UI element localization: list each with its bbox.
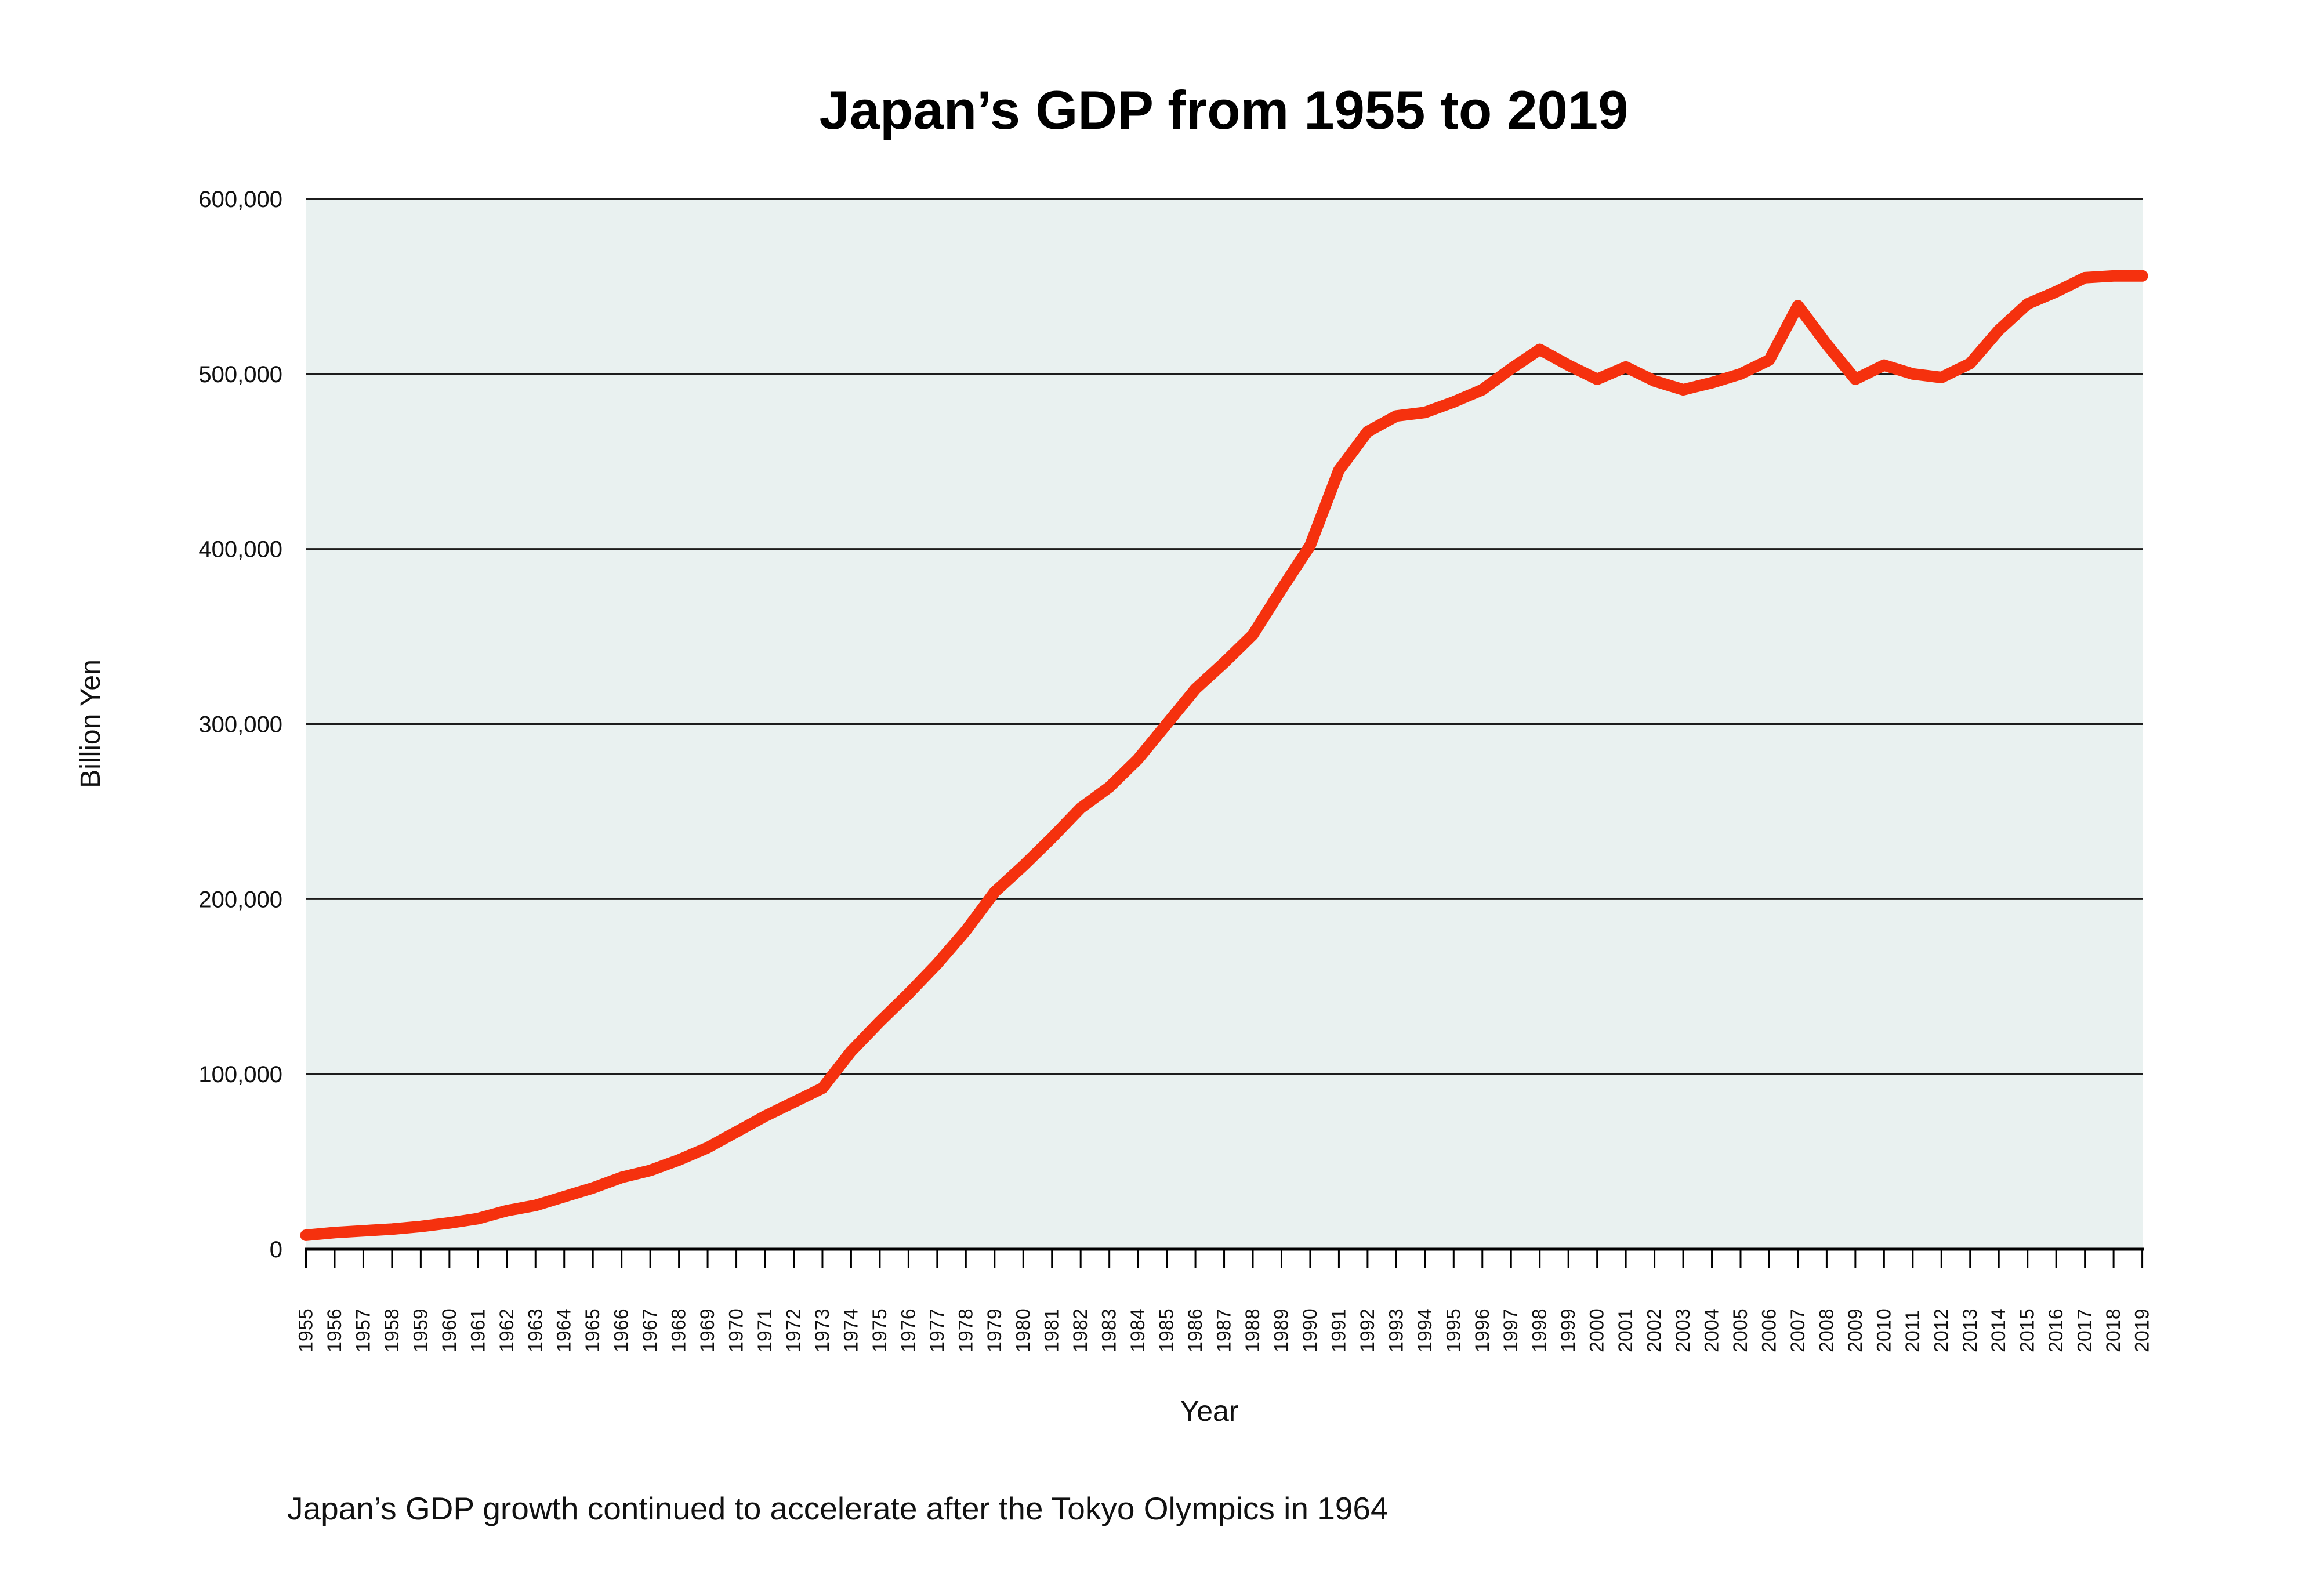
caption: Japan’s GDP growth continued to accelera… bbox=[287, 1490, 1389, 1526]
x-year-label: 1962 bbox=[496, 1308, 518, 1352]
x-year-label: 1969 bbox=[697, 1308, 719, 1352]
x-year-label: 1995 bbox=[1442, 1308, 1464, 1352]
y-axis-title: Billion Yen bbox=[75, 659, 106, 788]
x-year-label: 1968 bbox=[668, 1308, 690, 1352]
x-year-label: 1967 bbox=[639, 1308, 661, 1352]
x-year-label: 1980 bbox=[1012, 1308, 1034, 1352]
x-year-label: 1981 bbox=[1041, 1308, 1063, 1352]
x-year-label: 2001 bbox=[1615, 1308, 1637, 1352]
x-year-label: 1961 bbox=[467, 1308, 489, 1352]
x-year-label: 1978 bbox=[955, 1308, 977, 1352]
y-tick-label: 400,000 bbox=[198, 537, 282, 563]
x-year-label: 1963 bbox=[524, 1308, 546, 1352]
x-year-label: 1989 bbox=[1270, 1308, 1292, 1352]
x-year-label: 2007 bbox=[1787, 1308, 1809, 1352]
x-year-label: 1996 bbox=[1471, 1308, 1494, 1352]
gridlines bbox=[306, 198, 2143, 1075]
x-year-label: 1964 bbox=[553, 1308, 575, 1352]
x-year-label: 2009 bbox=[1844, 1308, 1866, 1352]
x-year-label: 1955 bbox=[295, 1308, 317, 1352]
x-year-label: 1970 bbox=[726, 1308, 748, 1352]
x-axis-ticks bbox=[305, 1249, 2144, 1268]
x-year-label: 2010 bbox=[1873, 1308, 1895, 1352]
x-year-label: 2017 bbox=[2074, 1308, 2096, 1352]
x-year-label: 2019 bbox=[2132, 1308, 2154, 1352]
x-year-label: 1974 bbox=[840, 1308, 862, 1352]
x-year-label: 1998 bbox=[1529, 1308, 1551, 1352]
x-year-label: 2014 bbox=[1988, 1308, 2010, 1352]
x-year-label: 1977 bbox=[926, 1308, 948, 1352]
x-year-label: 1956 bbox=[324, 1308, 346, 1352]
y-tick-label: 600,000 bbox=[198, 187, 282, 212]
x-year-label: 1976 bbox=[897, 1308, 919, 1352]
y-tick-label: 200,000 bbox=[198, 887, 282, 912]
x-year-label: 1987 bbox=[1213, 1308, 1235, 1352]
x-year-label: 1971 bbox=[754, 1308, 776, 1352]
x-year-label: 2008 bbox=[1815, 1308, 1837, 1352]
x-year-label: 2013 bbox=[1959, 1308, 1981, 1352]
y-tick-label: 100,000 bbox=[198, 1062, 282, 1087]
x-year-label: 2015 bbox=[2017, 1308, 2039, 1352]
x-axis-year-labels: 1955 1956 1957 1958 1959 1960 1961 1962 1963 1964… bbox=[295, 1308, 2154, 1352]
chart-title: Japan’s GDP from 1955 to 2019 bbox=[820, 79, 1629, 140]
x-year-label: 1957 bbox=[352, 1308, 374, 1352]
x-year-label: 1973 bbox=[811, 1308, 833, 1352]
x-year-label: 1958 bbox=[381, 1308, 403, 1352]
x-year-label: 2002 bbox=[1644, 1308, 1666, 1352]
gdp-line-series bbox=[300, 270, 2148, 1241]
x-year-label: 2000 bbox=[1586, 1308, 1608, 1352]
x-year-label: 1994 bbox=[1414, 1308, 1436, 1352]
x-year-label: 1991 bbox=[1328, 1308, 1350, 1352]
x-year-label: 2011 bbox=[1902, 1310, 1924, 1352]
x-year-label: 2005 bbox=[1730, 1308, 1752, 1352]
x-year-label: 2016 bbox=[2045, 1308, 2067, 1352]
x-year-label: 1990 bbox=[1299, 1308, 1321, 1352]
x-year-label: 1959 bbox=[409, 1308, 432, 1352]
x-year-label: 1984 bbox=[1127, 1308, 1149, 1352]
x-year-label: 2018 bbox=[2102, 1308, 2125, 1352]
x-axis-title: Year bbox=[1180, 1395, 1238, 1427]
x-year-label: 1997 bbox=[1500, 1308, 1522, 1352]
x-year-label: 1992 bbox=[1357, 1308, 1379, 1352]
x-year-label: 1988 bbox=[1242, 1308, 1264, 1352]
x-year-label: 2004 bbox=[1701, 1308, 1723, 1352]
y-tick-label: 500,000 bbox=[198, 362, 282, 387]
x-year-label: 2012 bbox=[1930, 1308, 1952, 1352]
x-year-label: 1986 bbox=[1184, 1308, 1206, 1352]
x-year-label: 2003 bbox=[1672, 1308, 1694, 1352]
x-year-label: 1983 bbox=[1099, 1308, 1121, 1352]
x-year-label: 1979 bbox=[984, 1308, 1006, 1352]
x-year-label: 1960 bbox=[438, 1308, 461, 1352]
x-year-label: 1965 bbox=[582, 1308, 604, 1352]
x-year-label: 1966 bbox=[611, 1308, 633, 1352]
x-year-label: 2006 bbox=[1758, 1308, 1780, 1352]
y-tick-label: 300,000 bbox=[198, 712, 282, 738]
x-year-label: 1972 bbox=[782, 1308, 804, 1352]
x-year-label: 1985 bbox=[1156, 1308, 1178, 1352]
x-year-label: 1982 bbox=[1070, 1308, 1092, 1352]
x-year-label: 1993 bbox=[1385, 1308, 1407, 1352]
y-tick-label: 0 bbox=[270, 1237, 282, 1263]
x-year-label: 1975 bbox=[869, 1308, 891, 1352]
y-axis-labels: 0 100,000 200,000 300,000 400,000 500,000 600,… bbox=[198, 187, 282, 1263]
x-year-label: 1999 bbox=[1557, 1308, 1579, 1352]
